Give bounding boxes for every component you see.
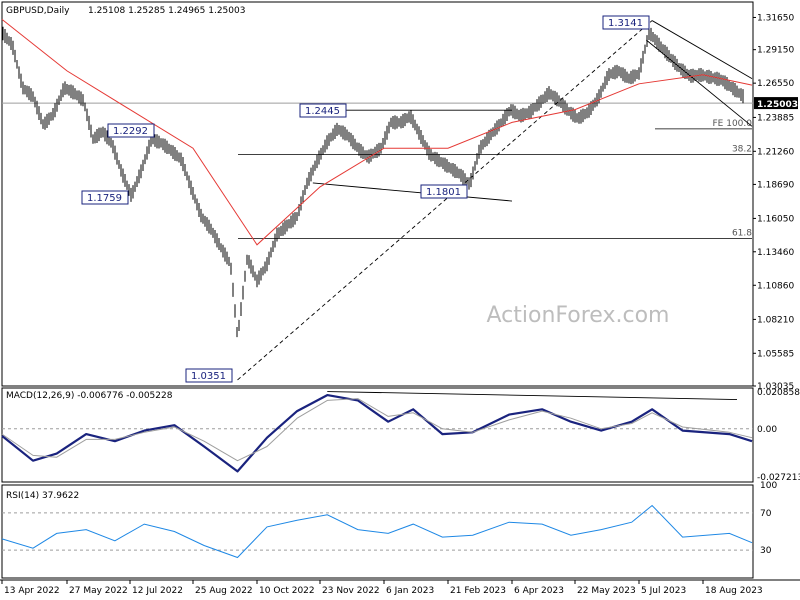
current-price-label: 1.25003 xyxy=(757,100,798,110)
macd-y-tick-label: 0.020858 xyxy=(757,388,800,398)
macd-signal-line xyxy=(1,398,753,462)
price-label-box xyxy=(185,368,233,383)
channel-upper xyxy=(651,20,753,80)
price-label-box xyxy=(299,103,347,118)
price-label-box xyxy=(107,123,155,138)
price-label-text: 1.3141 xyxy=(608,18,643,29)
current-price-box xyxy=(754,97,798,110)
x-tick-label: 25 Aug 2022 xyxy=(195,586,253,596)
rsi-y-tick-label: 70 xyxy=(760,509,772,519)
macd-panel-frame xyxy=(1,387,754,483)
panel-frames xyxy=(0,1,800,581)
x-tick-label: 13 Apr 2022 xyxy=(4,586,60,596)
watermark: ActionForex.com xyxy=(487,303,670,328)
price-label-box xyxy=(81,190,129,205)
x-tick-label: 22 May 2023 xyxy=(577,586,636,596)
x-tick-label: 10 Oct 2022 xyxy=(259,586,315,596)
x-tick-label: 12 Jul 2022 xyxy=(132,586,183,596)
channel-lower xyxy=(645,39,753,127)
support-line xyxy=(312,182,513,202)
x-tick-label: 23 Nov 2022 xyxy=(322,586,380,596)
rsi-panel-frame xyxy=(1,484,754,579)
price-label-box xyxy=(420,184,468,199)
price-label-text: 1.2292 xyxy=(113,126,148,137)
level-label: 38.2 xyxy=(732,145,752,155)
rsi-line xyxy=(1,504,753,559)
price-header-title: GBPUSD,Daily xyxy=(6,6,70,16)
watermark-text: ActionForex.com xyxy=(487,303,670,328)
rsi-header: RSI(14) 37.9622 xyxy=(6,491,79,501)
price-y-tick-label: 1.10860 xyxy=(757,281,794,291)
sma-series xyxy=(1,19,753,246)
price-panel-frame xyxy=(1,1,754,387)
price-series xyxy=(2,25,744,338)
price-label-text: 1.1801 xyxy=(426,187,461,198)
macd-trendline xyxy=(327,391,738,400)
x-tick-label: 18 Aug 2023 xyxy=(705,586,763,596)
macd-series xyxy=(1,391,753,473)
price-label-box xyxy=(602,15,650,30)
rsi-y-tick-label: 30 xyxy=(760,546,772,556)
price-y-tick-label: 1.18690 xyxy=(757,180,794,190)
macd-y-tick-label: 0.00 xyxy=(757,425,777,435)
price-y-tick-label: 1.23885 xyxy=(757,113,794,123)
macd-header: MACD(12,26,9) -0.006776 -0.005228 xyxy=(6,391,173,401)
macd-line xyxy=(1,394,753,473)
price-y-tick-label: 1.31650 xyxy=(757,13,794,23)
price-label-text: 1.2445 xyxy=(305,106,340,117)
rsi-y-tick-label: 100 xyxy=(760,481,777,491)
rising-trendline xyxy=(237,20,653,381)
x-tick-label: 6 Apr 2023 xyxy=(514,586,564,596)
x-tick-label: 5 Jul 2023 xyxy=(641,586,686,596)
price-y-tick-label: 1.29150 xyxy=(757,46,794,56)
macd-y-tick-label: -0.027213 xyxy=(757,473,800,483)
price-y-tick-label: 1.03035 xyxy=(757,382,794,392)
level-label: FE 100.0 xyxy=(713,119,753,129)
x-tick-label: 21 Feb 2023 xyxy=(450,586,506,596)
price-label-text: 1.1759 xyxy=(87,193,122,204)
x-tick-label: 6 Jan 2023 xyxy=(386,586,434,596)
price-y-tick-label: 1.08210 xyxy=(757,315,794,325)
x-tick-label: 27 May 2022 xyxy=(69,586,128,596)
rsi-series xyxy=(1,504,753,559)
price-y-tick-label: 1.13460 xyxy=(757,248,794,258)
level-label: 61.8 xyxy=(732,229,752,239)
level-lines: FE 100.0 38.2 61.8 xyxy=(2,20,753,381)
axis-labels: 1.31650 1.29150 1.26550 1.23885 1.21260 1.186… xyxy=(1,13,800,596)
sma-line xyxy=(1,19,753,246)
price-y-tick-label: 1.21260 xyxy=(757,147,794,157)
price-y-tick-label: 1.16050 xyxy=(757,214,794,224)
annotations: 1.3141 1.2445 1.2292 1.1759 1.1801 1.0351 xyxy=(81,15,650,383)
price-y-tick-label: 1.05585 xyxy=(757,349,794,359)
price-y-tick-label: 1.26550 xyxy=(757,79,794,89)
price-header-ohlc: 1.25108 1.25285 1.24965 1.25003 xyxy=(88,6,245,16)
price-label-text: 1.0351 xyxy=(191,371,226,382)
